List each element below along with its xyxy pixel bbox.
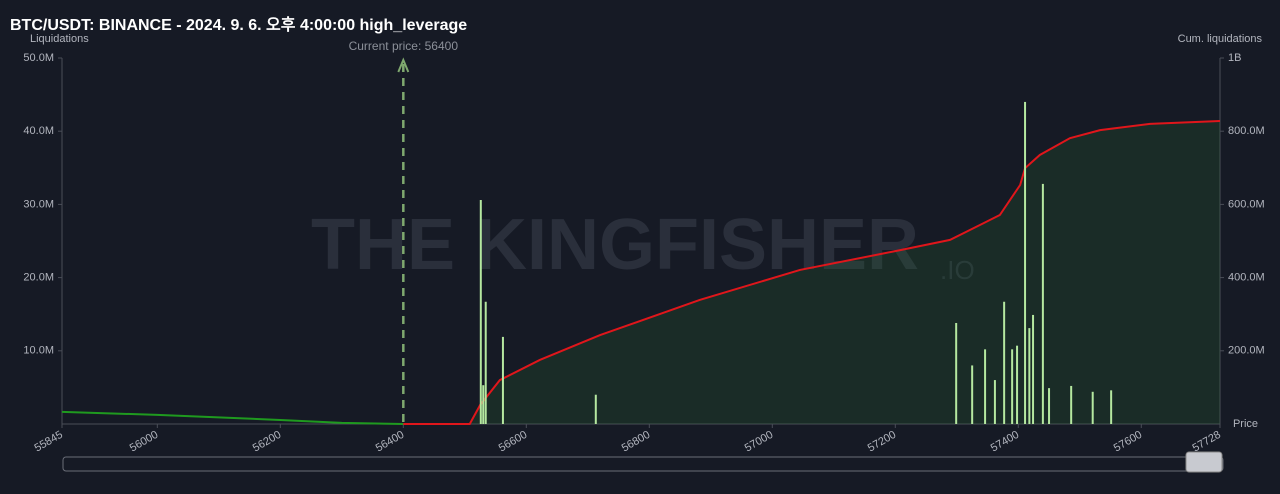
watermark: THE KINGFISHER bbox=[311, 205, 919, 285]
y2-tick-label: 600.0M bbox=[1228, 198, 1265, 210]
y-tick-label: 30.0M bbox=[23, 198, 54, 210]
chart-title: BTC/USDT: BINANCE - 2024. 9. 6. 오후 4:00:… bbox=[10, 15, 467, 34]
x-axis-label: Price bbox=[1233, 418, 1258, 430]
liquidation-bar bbox=[955, 322, 958, 424]
y-tick-label: 40.0M bbox=[23, 125, 54, 137]
y2-tick-label: 1B bbox=[1228, 52, 1241, 64]
cumulative-line bbox=[61, 410, 404, 425]
liquidation-bar bbox=[1048, 388, 1051, 424]
scrollbar[interactable] bbox=[62, 456, 1224, 472]
liquidation-bar bbox=[484, 301, 487, 424]
y2-axis-label: Cum. liquidations bbox=[1178, 33, 1263, 45]
liquidation-bar bbox=[1032, 314, 1035, 424]
cumulative-line bbox=[403, 119, 1221, 425]
liquidation-bar bbox=[971, 365, 974, 424]
liquidation-bar bbox=[993, 380, 996, 424]
current-price-arrow bbox=[397, 57, 410, 73]
y2-tick-label: 400.0M bbox=[1228, 272, 1265, 284]
liquidation-bar bbox=[594, 394, 597, 424]
y-axis-label: Liquidations bbox=[30, 33, 89, 45]
watermark-suffix: .IO bbox=[940, 255, 975, 285]
liquidation-bar bbox=[984, 349, 987, 424]
liquidation-bar bbox=[1070, 385, 1073, 424]
liquidation-bar bbox=[1028, 328, 1031, 424]
liquidation-bar bbox=[479, 200, 482, 424]
y-tick-label: 20.0M bbox=[23, 272, 54, 284]
liquidation-bar bbox=[1091, 391, 1094, 424]
liquidation-bar bbox=[501, 336, 504, 424]
liquidation-bar bbox=[1110, 390, 1113, 424]
liquidation-bar bbox=[1041, 183, 1044, 424]
scroll-handle[interactable] bbox=[1185, 451, 1223, 473]
liquidation-bar bbox=[1003, 301, 1006, 424]
y-tick-label: 50.0M bbox=[23, 52, 54, 64]
y2-tick-label: 800.0M bbox=[1228, 125, 1265, 137]
liquidation-bar bbox=[1011, 349, 1014, 424]
y-tick-label: 10.0M bbox=[23, 345, 54, 357]
liquidation-bar bbox=[482, 385, 485, 424]
liquidation-bar bbox=[1024, 101, 1027, 425]
current-price-label: Current price: 56400 bbox=[349, 39, 459, 53]
liquidation-bar bbox=[1016, 345, 1019, 424]
y2-tick-label: 200.0M bbox=[1228, 345, 1265, 357]
cumulative-area bbox=[403, 120, 1220, 425]
